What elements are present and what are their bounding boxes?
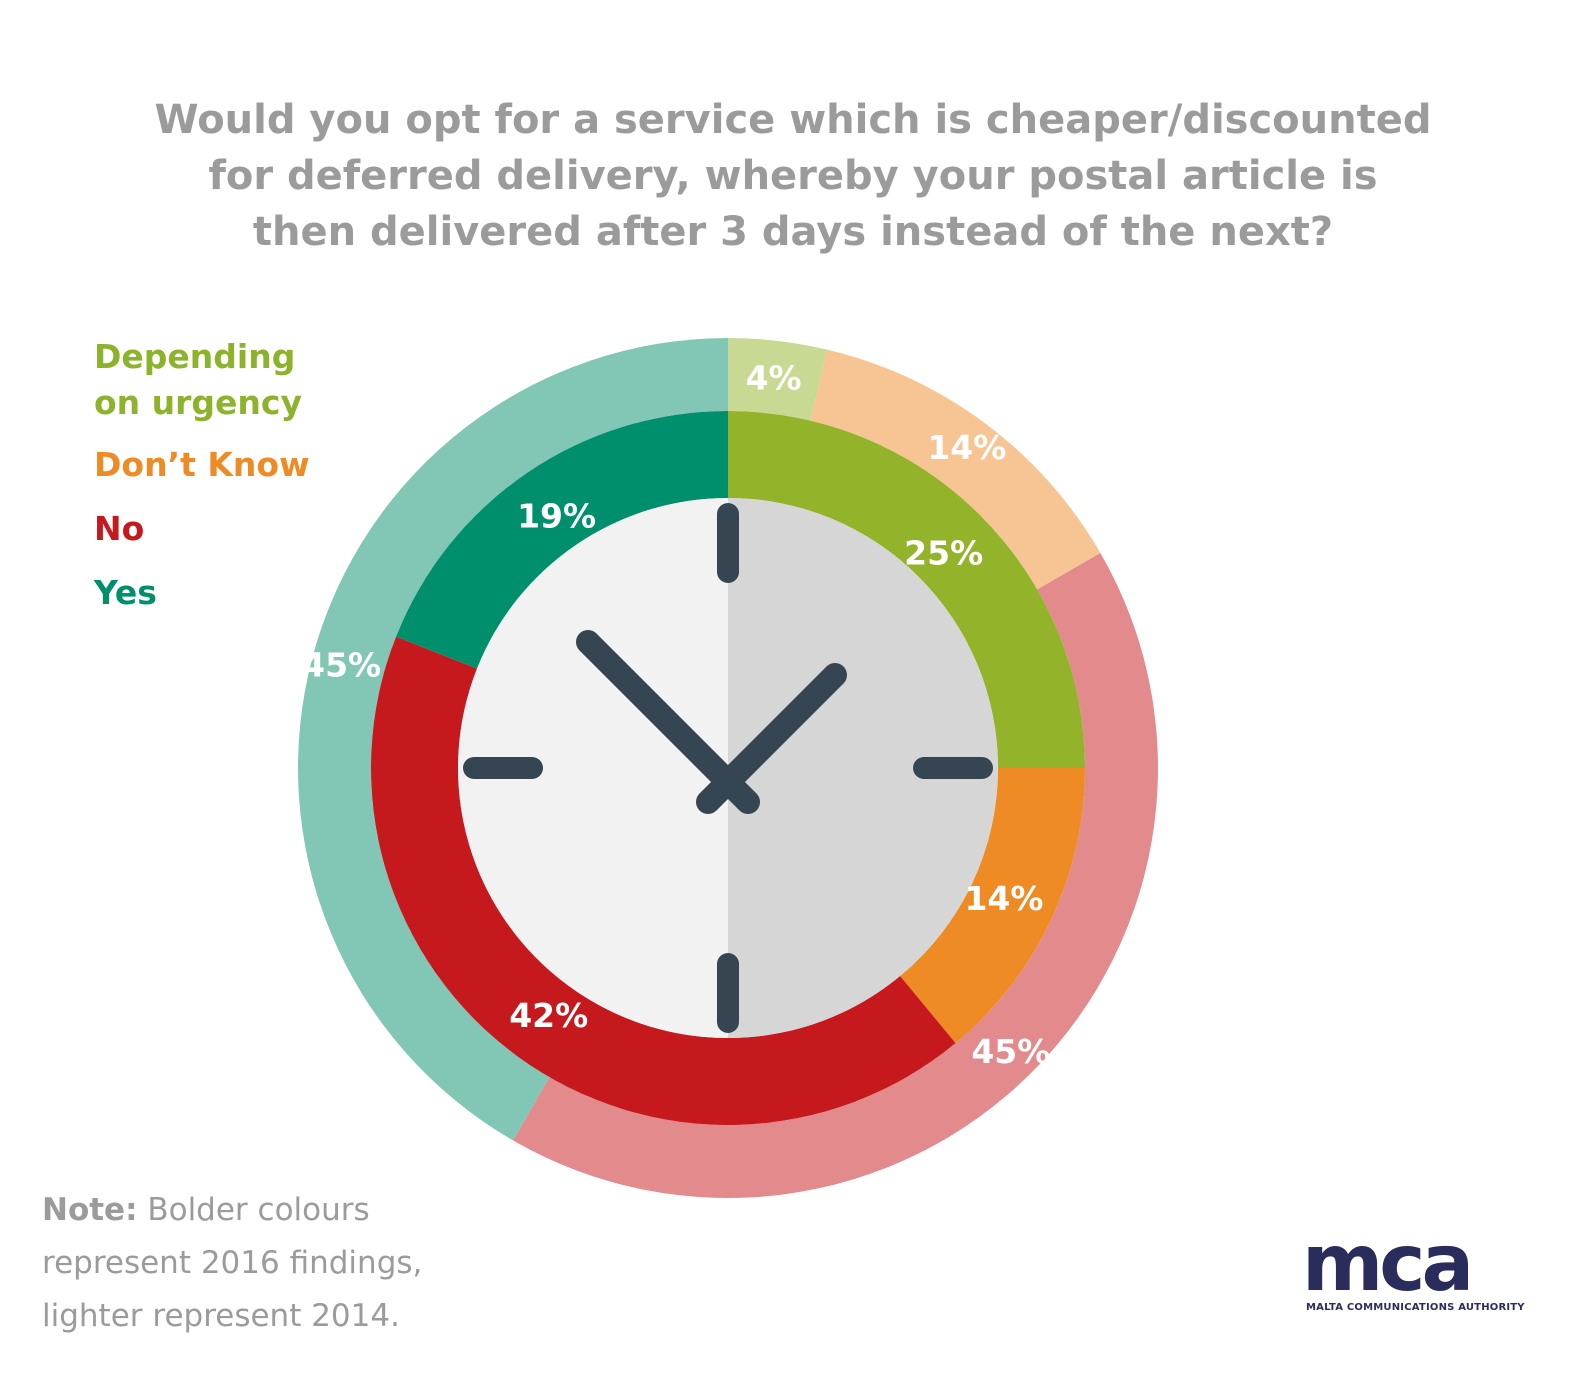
title-line-1: Would you opt for a service which is che… xyxy=(154,97,1432,143)
label-2016-no: 42% xyxy=(509,996,588,1035)
clock-face xyxy=(458,498,998,1038)
title-line-3: then delivered after 3 days instead of t… xyxy=(252,209,1334,255)
clock-face-left xyxy=(458,498,728,1038)
chart-title: Would you opt for a service which is che… xyxy=(0,92,1586,260)
note-line-3: lighter represent 2014. xyxy=(42,1298,400,1334)
legend-item-depending: Depending on urgency xyxy=(94,334,310,426)
label-2014-dont-know: 14% xyxy=(927,428,1006,467)
note-line-1: Note: Bolder colours xyxy=(42,1184,422,1237)
label-2014-depending: 4% xyxy=(746,359,802,398)
slice-2016-depending xyxy=(728,411,1085,768)
slice-2016-no xyxy=(370,636,956,1126)
note-bold: Note: xyxy=(42,1192,138,1228)
title-line-2: for deferred delivery, whereby your post… xyxy=(208,153,1378,199)
legend-label-no: No xyxy=(94,509,145,548)
logo-text: mca xyxy=(1302,1222,1470,1302)
minute-hand xyxy=(576,630,760,814)
note: Note: Bolder colours represent 2016 find… xyxy=(42,1184,422,1343)
label-2014-no: 45% xyxy=(971,1032,1050,1071)
slice-2016-yes xyxy=(396,411,728,669)
clock-hands xyxy=(576,630,847,814)
legend-item-yes: Yes xyxy=(94,570,310,616)
slice-2014-dont-know xyxy=(810,349,1101,590)
label-2016-dont-know: 14% xyxy=(964,879,1043,918)
clock-marks xyxy=(463,503,993,1033)
clock-face-right xyxy=(728,498,998,1038)
logo-tagline: MALTA COMMUNICATIONS AUTHORITY xyxy=(1306,1302,1525,1313)
mca-logo: mca xyxy=(1302,1222,1474,1302)
label-2016-yes: 19% xyxy=(517,497,596,536)
legend-label-depending-1: Depending xyxy=(94,337,296,376)
legend-item-dont-know: Don’t Know xyxy=(94,442,310,488)
legend-item-no: No xyxy=(94,506,310,552)
legend: Depending on urgency Don’t Know No Yes xyxy=(94,334,310,634)
slice-2014-yes xyxy=(298,338,728,1141)
slice-2014-no xyxy=(513,553,1158,1198)
note-line-1-rest: Bolder colours xyxy=(137,1192,370,1228)
slice-2016-dont-know xyxy=(900,768,1085,1044)
label-2016-depending: 25% xyxy=(904,533,983,572)
label-2014-yes: 45% xyxy=(302,645,381,684)
outer-ring-2014 xyxy=(298,338,1158,1198)
value-labels: 4% 14% 45% 45% 25% 14% 42% 19% xyxy=(302,359,1050,1071)
legend-label-dont-know: Don’t Know xyxy=(94,445,310,484)
note-line-2: represent 2016 findings, xyxy=(42,1245,423,1281)
slice-2014-depending xyxy=(728,338,828,421)
legend-label-depending-2: on urgency xyxy=(94,383,302,422)
inner-ring-2016 xyxy=(370,411,1085,1126)
legend-label-yes: Yes xyxy=(94,573,157,612)
